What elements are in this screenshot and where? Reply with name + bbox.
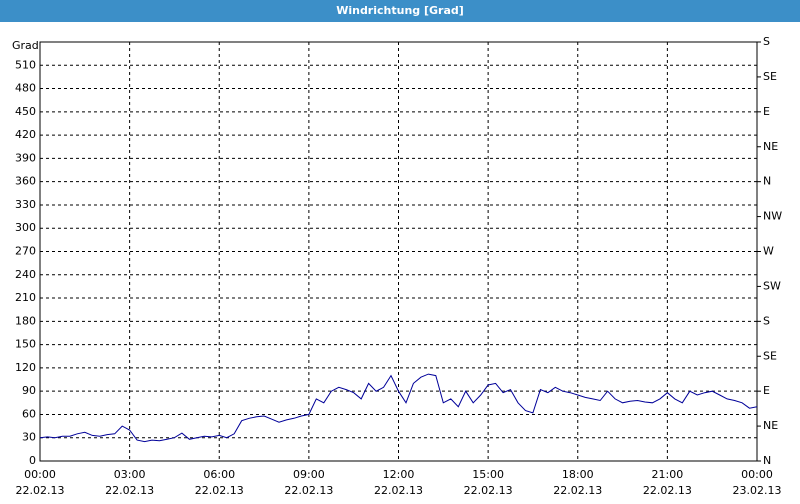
x-tick-label: 00:00	[741, 468, 773, 481]
data-line	[39, 373, 758, 443]
y-tick-label: 450	[15, 105, 36, 118]
y-tick-label: 270	[15, 245, 36, 258]
y-tick-label: 150	[15, 338, 36, 351]
y-tick-label: 420	[15, 128, 36, 141]
x-tick-label: 00:00	[24, 468, 56, 481]
y2-tick-label: SE	[763, 349, 777, 362]
x-tick-date: 22.02.13	[553, 484, 602, 497]
y-tick-label: 360	[15, 175, 36, 188]
y2-tick-label: NE	[763, 419, 778, 432]
y-tick-label: 90	[22, 384, 36, 397]
y2-tick-label: E	[763, 384, 770, 397]
x-tick-date: 22.02.13	[16, 484, 65, 497]
x-tick-date: 22.02.13	[374, 484, 423, 497]
x-tick-date: 22.02.13	[284, 484, 333, 497]
y-tick-label: 330	[15, 198, 36, 211]
y2-tick-label: S	[763, 35, 770, 48]
x-tick-date: 23.02.13	[733, 484, 782, 497]
y-tick-label: 30	[22, 431, 36, 444]
x-tick-label: 15:00	[472, 468, 504, 481]
y2-tick-label: NE	[763, 140, 778, 153]
y2-tick-label: E	[763, 105, 770, 118]
y-tick-label: 510	[15, 58, 36, 71]
y2-tick-label: NW	[763, 210, 782, 223]
x-tick-date: 22.02.13	[464, 484, 513, 497]
y2-tick-label: SW	[763, 279, 781, 292]
title-bar	[0, 0, 800, 22]
y2-tick-label: W	[763, 245, 774, 258]
y-tick-label: 0	[29, 454, 36, 467]
chart-title: Windrichtung [Grad]	[336, 4, 464, 17]
x-tick-label: 21:00	[652, 468, 684, 481]
x-tick-label: 09:00	[293, 468, 325, 481]
y2-tick-label: N	[763, 175, 771, 188]
y2-tick-label: S	[763, 314, 770, 327]
y-tick-label: 240	[15, 268, 36, 281]
y2-tick-label: N	[763, 454, 771, 467]
y-tick-label: 60	[22, 407, 36, 420]
y-tick-label: 210	[15, 291, 36, 304]
y-tick-label: 120	[15, 361, 36, 374]
y2-tick-label: SE	[763, 70, 777, 83]
x-tick-label: 12:00	[383, 468, 415, 481]
x-tick-label: 18:00	[562, 468, 594, 481]
y-tick-label: 390	[15, 151, 36, 164]
x-tick-label: 06:00	[203, 468, 235, 481]
y-axis-label: Grad	[12, 39, 39, 52]
x-tick-date: 22.02.13	[105, 484, 154, 497]
x-tick-date: 22.02.13	[643, 484, 692, 497]
y-tick-label: 300	[15, 221, 36, 234]
y-tick-label: 480	[15, 82, 36, 95]
y-tick-label: 180	[15, 314, 36, 327]
x-tick-date: 22.02.13	[195, 484, 244, 497]
x-tick-label: 03:00	[114, 468, 146, 481]
